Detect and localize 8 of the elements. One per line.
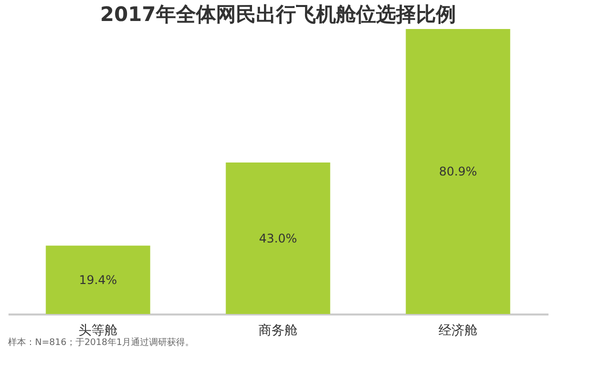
text: 样本：N=816；于2018年1月通过调研获得。	[8, 337, 194, 348]
data-label: 43.0%	[258, 231, 298, 246]
data-label: 80.9%	[438, 164, 478, 178]
data-label: 19.4%	[78, 272, 118, 287]
x-tick-label: 经济舱	[438, 324, 478, 338]
x-tick-label: 头等舱	[78, 324, 118, 338]
x-tick-label: 商务舱	[258, 324, 298, 338]
chart-title: 2017年全体网民出行飞机舱位选择比例	[100, 2, 456, 26]
